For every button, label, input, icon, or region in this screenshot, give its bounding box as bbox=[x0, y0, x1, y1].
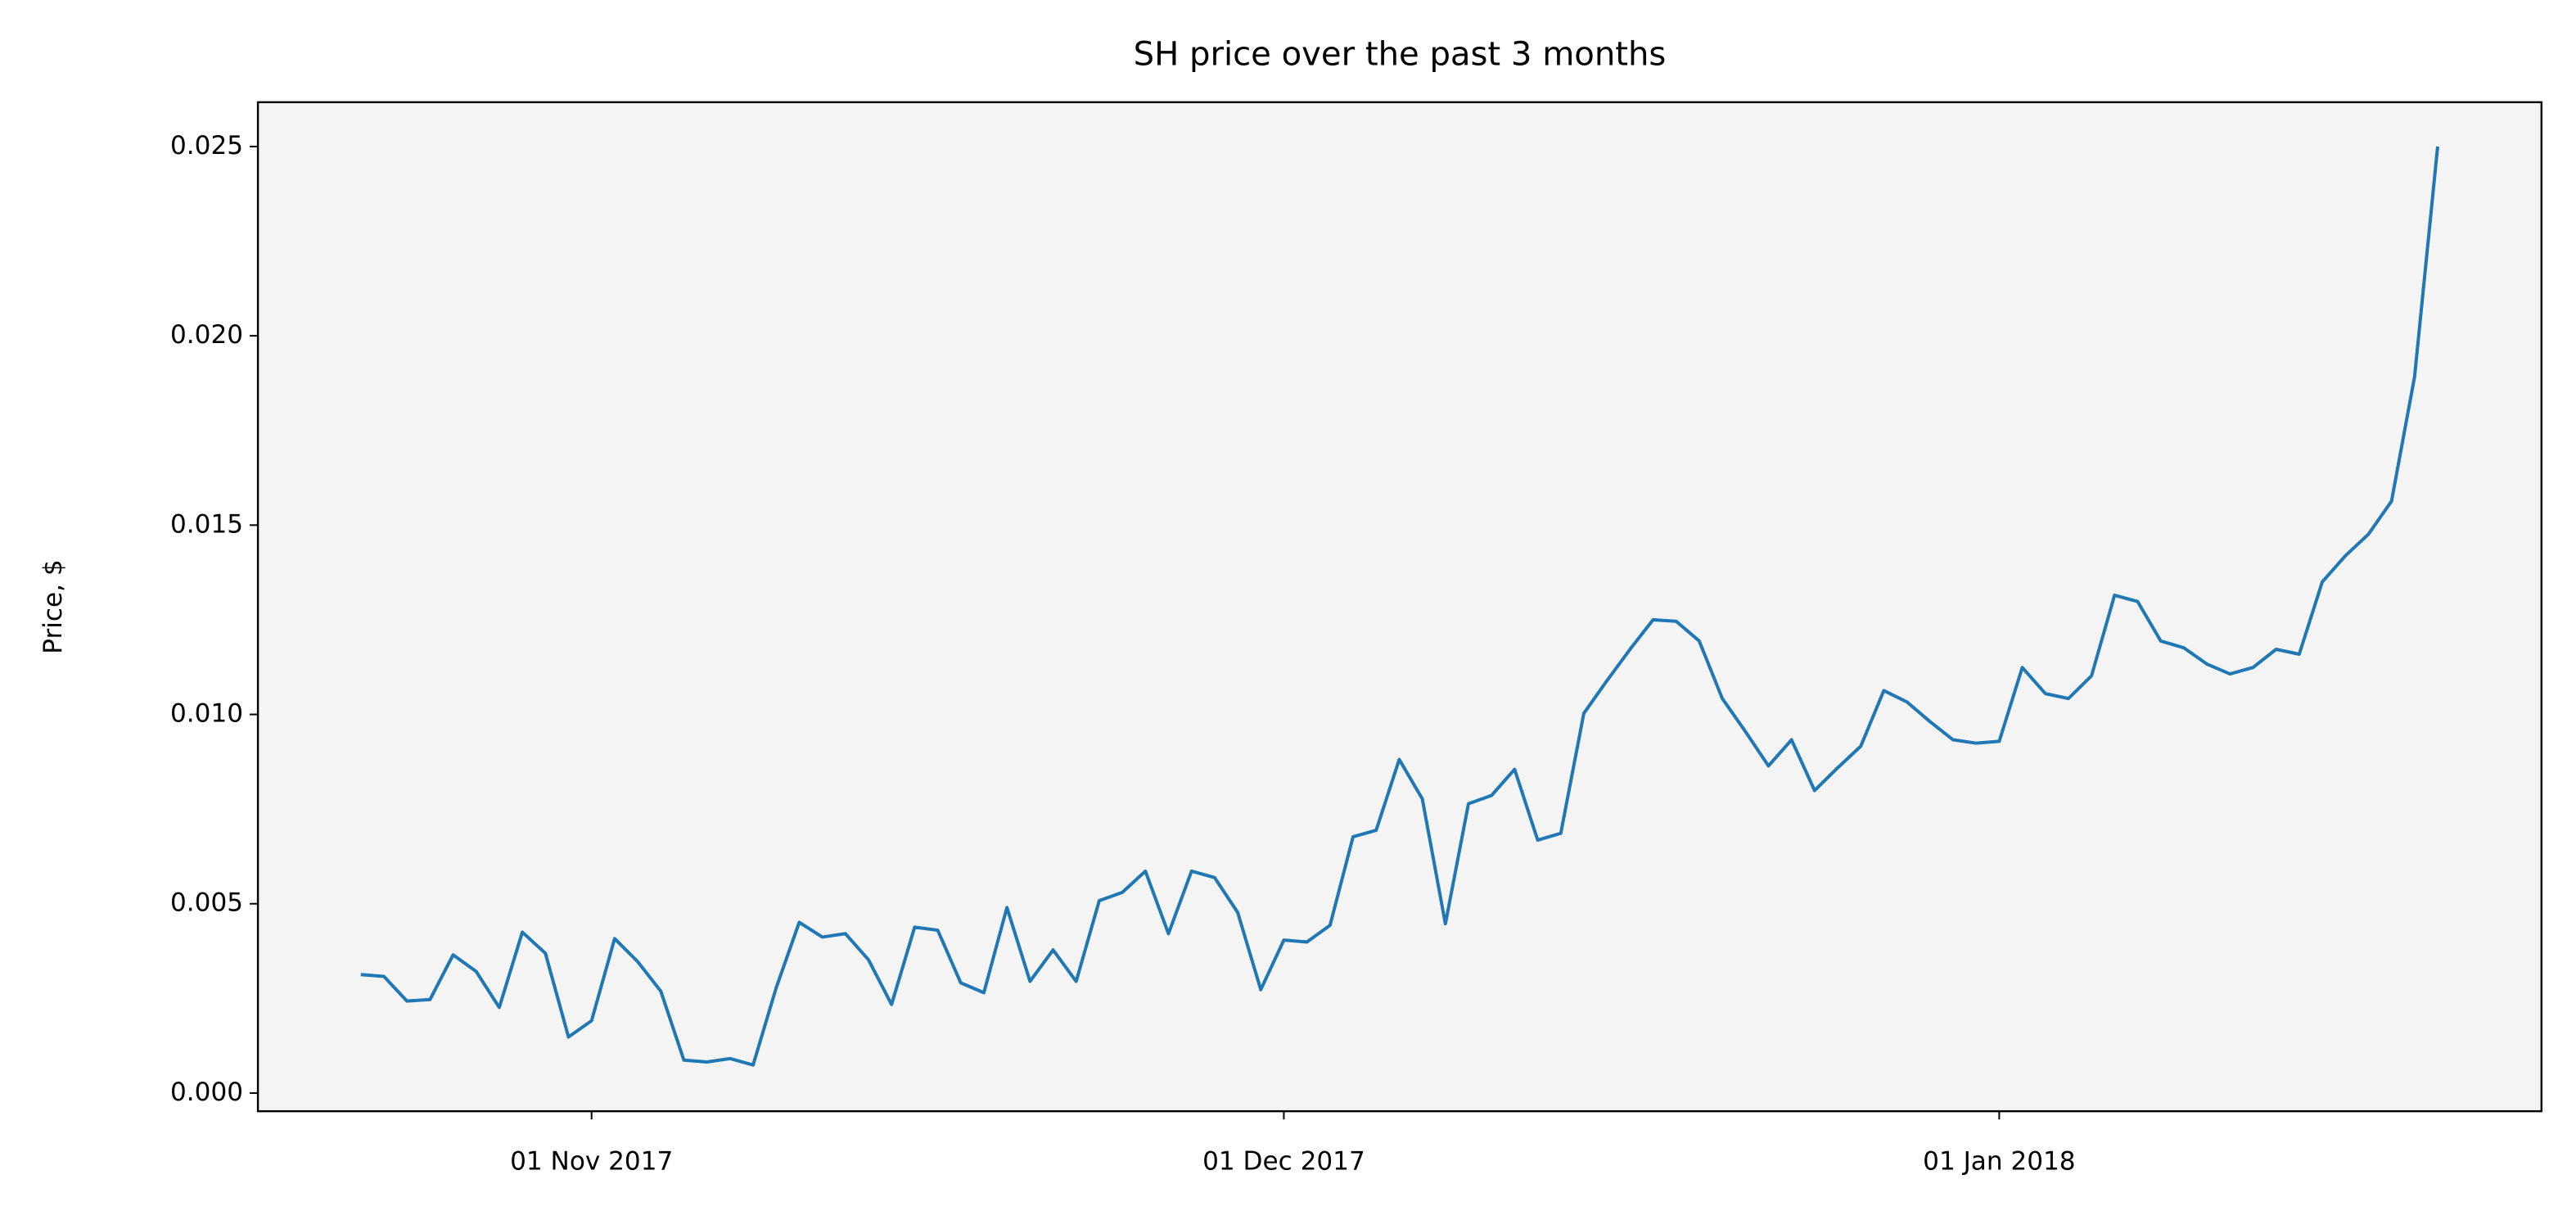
y-tick-label: 0.010 bbox=[170, 699, 243, 729]
plot-area bbox=[258, 102, 2542, 1112]
y-tick-label: 0.000 bbox=[170, 1078, 243, 1107]
y-tick-label: 0.025 bbox=[170, 131, 243, 160]
plot-frame bbox=[256, 101, 2543, 1113]
chart-title: SH price over the past 3 months bbox=[1134, 36, 1667, 74]
y-tick-label: 0.005 bbox=[170, 888, 243, 918]
price-line bbox=[360, 146, 2439, 1067]
x-tick-label: 01 Nov 2017 bbox=[510, 1146, 673, 1176]
y-tick-label: 0.015 bbox=[170, 509, 243, 539]
y-tick-label: 0.020 bbox=[170, 320, 243, 350]
y-axis-label: Price, $ bbox=[38, 559, 68, 653]
x-tick-label: 01 Jan 2018 bbox=[1923, 1146, 2075, 1176]
x-tick-label: 01 Dec 2017 bbox=[1202, 1146, 1365, 1176]
